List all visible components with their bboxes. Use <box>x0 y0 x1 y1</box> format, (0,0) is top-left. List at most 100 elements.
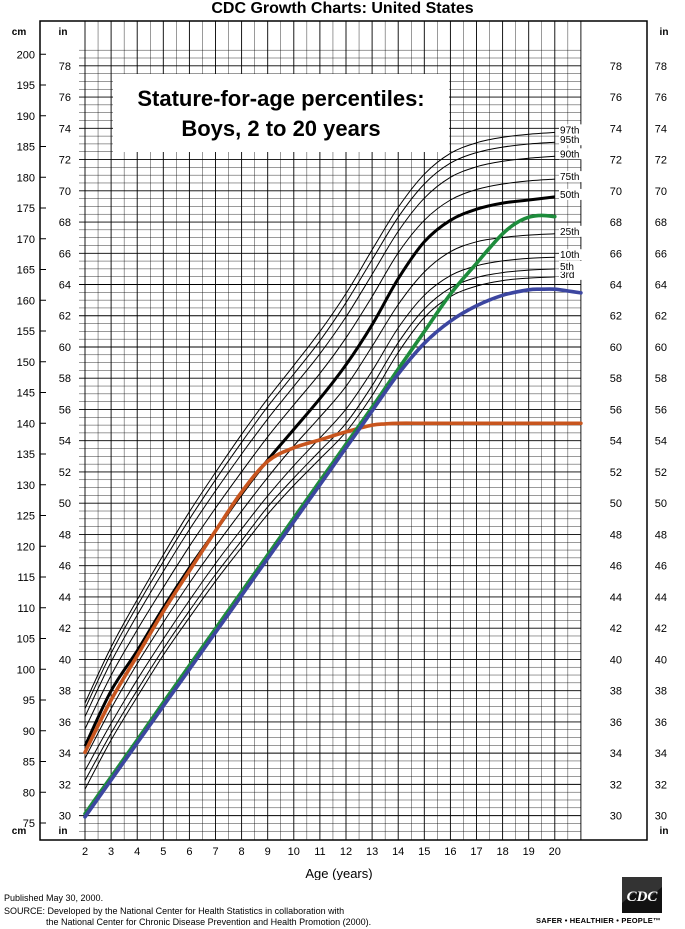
percentile-label-10th: 10th <box>560 250 579 261</box>
percentile-line-97th <box>84 131 555 704</box>
in-tick-label-right-inner: 52 <box>610 467 622 479</box>
percentile-label-90th: 90th <box>560 149 579 160</box>
percentile-label-3rd: 3rd <box>560 270 574 281</box>
in-tick-label-right: 64 <box>655 280 667 292</box>
cm-tick-label: 105 <box>17 634 35 646</box>
chart-title-box: Stature-for-age percentiles: Boys, 2 to … <box>113 74 449 152</box>
in-tick-label-right-inner: 38 <box>610 686 622 698</box>
page-title: CDC Growth Charts: United States <box>211 0 474 17</box>
cdc-tagline: SAFER • HEALTHIER • PEOPLE™ <box>536 916 661 925</box>
in-tick-label-right: 76 <box>655 92 667 104</box>
in-tick-label-right: 36 <box>655 717 667 729</box>
percentile-label-97th: 97th <box>560 125 579 136</box>
x-tick-label: 19 <box>523 846 535 858</box>
in-unit-label-top-left: in <box>59 27 68 38</box>
in-tick-label-right: 50 <box>655 498 667 510</box>
x-tick-label: 9 <box>265 846 271 858</box>
in-tick-label-right: 48 <box>655 529 667 541</box>
highlight-line-2 <box>83 213 557 816</box>
percentile-label-bg <box>559 188 586 200</box>
cm-unit-label-bottom: cm <box>12 826 27 837</box>
in-tick-label-left: 38 <box>59 686 71 698</box>
in-tick-label-right-inner: 50 <box>610 498 622 510</box>
in-tick-label-left: 56 <box>59 404 71 416</box>
in-tick-label-left: 50 <box>59 498 71 510</box>
in-unit-label-bottom-right: in <box>660 826 669 837</box>
x-tick-label: 7 <box>212 846 218 858</box>
in-tick-label-left: 54 <box>59 436 71 448</box>
x-tick-label: 18 <box>496 846 508 858</box>
percentile-label-bg <box>559 268 586 280</box>
in-tick-label-left: 68 <box>59 217 71 229</box>
percentile-label-5th: 5th <box>560 262 574 273</box>
cm-tick-label: 160 <box>17 295 35 307</box>
in-tick-label-right: 60 <box>655 342 667 354</box>
x-tick-label: 5 <box>160 846 166 858</box>
in-tick-label-left: 42 <box>59 623 71 635</box>
in-tick-label-right-inner: 62 <box>610 311 622 323</box>
percentile-line-3rd <box>84 276 555 790</box>
x-tick-label: 2 <box>82 846 88 858</box>
in-tick-label-right-inner: 44 <box>610 592 622 604</box>
in-tick-label-right-inner: 66 <box>610 248 622 260</box>
highlight-line-1 <box>83 421 583 755</box>
cm-tick-label: 175 <box>17 203 35 215</box>
plot-frame <box>39 20 648 841</box>
in-tick-label-left: 46 <box>59 561 71 573</box>
cm-tick-label: 120 <box>17 541 35 553</box>
cm-tick-label: 150 <box>17 357 35 369</box>
percentile-line-25th <box>84 233 555 759</box>
x-tick-label: 4 <box>134 846 140 858</box>
cm-tick-label: 75 <box>23 818 35 830</box>
percentile-label-bg <box>559 225 586 237</box>
in-tick-label-right-inner: 30 <box>610 811 622 823</box>
in-tick-label-right: 58 <box>655 373 667 385</box>
in-tick-label-right-inner: 54 <box>610 436 622 448</box>
in-tick-label-right-inner: 32 <box>610 779 622 791</box>
in-tick-label-right-inner: 48 <box>610 529 622 541</box>
cm-tick-label: 130 <box>17 480 35 492</box>
percentile-label-50th: 50th <box>560 190 579 201</box>
in-tick-label-right-inner: 72 <box>610 155 622 167</box>
in-tick-label-right: 42 <box>655 623 667 635</box>
in-tick-label-right: 40 <box>655 654 667 666</box>
in-tick-label-right: 62 <box>655 311 667 323</box>
x-tick-label: 13 <box>366 846 378 858</box>
in-tick-label-left: 40 <box>59 654 71 666</box>
in-tick-label-right: 56 <box>655 404 667 416</box>
x-tick-label: 20 <box>549 846 561 858</box>
percentile-line-50th <box>83 195 555 747</box>
cm-tick-label: 155 <box>17 326 35 338</box>
cm-tick-label: 125 <box>17 511 35 523</box>
highlight-lines <box>83 213 583 819</box>
percentile-label-bg <box>559 148 586 160</box>
percentile-line-5th <box>84 268 555 781</box>
chart-title: Stature-for-age percentiles: <box>137 86 424 111</box>
grid-major <box>79 21 582 840</box>
in-tick-label-right: 38 <box>655 686 667 698</box>
in-tick-label-left: 36 <box>59 717 71 729</box>
cm-tick-label: 90 <box>23 726 35 738</box>
in-tick-label-right-inner: 68 <box>610 217 622 229</box>
cm-tick-label: 110 <box>17 603 35 615</box>
chart-subtitle: Boys, 2 to 20 years <box>181 116 380 141</box>
cm-tick-label: 170 <box>17 234 35 246</box>
in-tick-label-left: 62 <box>59 311 71 323</box>
in-tick-label-right-inner: 58 <box>610 373 622 385</box>
cm-tick-label: 80 <box>23 787 35 799</box>
cm-tick-label: 195 <box>17 80 35 92</box>
in-tick-label-right: 30 <box>655 811 667 823</box>
x-tick-label: 12 <box>340 846 352 858</box>
percentile-label-bg <box>559 171 586 183</box>
in-tick-label-right-inner: 60 <box>610 342 622 354</box>
cm-tick-label: 145 <box>17 388 35 400</box>
in-tick-label-right-inner: 70 <box>610 186 622 198</box>
in-tick-label-right: 70 <box>655 186 667 198</box>
in-tick-label-left: 76 <box>59 92 71 104</box>
in-tick-label-right-inner: 64 <box>610 280 622 292</box>
x-tick-label: 6 <box>186 846 192 858</box>
axes: 7580859095100105110115120125130135140145… <box>12 20 669 858</box>
in-tick-label-right-inner: 56 <box>610 404 622 416</box>
in-tick-label-left: 58 <box>59 373 71 385</box>
x-tick-label: 8 <box>239 846 245 858</box>
